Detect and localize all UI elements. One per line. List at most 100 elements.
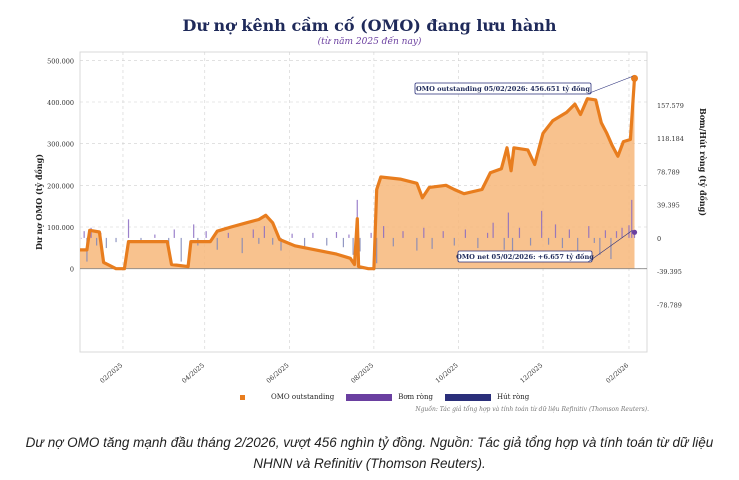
y-tick-label: 100.000 [47, 224, 74, 232]
net-flow-bar [402, 231, 404, 238]
net-flow-bar [547, 237, 550, 245]
net-flow-bar [326, 237, 328, 246]
annotation-omo-leader [586, 76, 633, 95]
chart-legend: OMO outstanding Bơm ròng Hút ròng [240, 391, 541, 403]
net-flow-bar [529, 237, 532, 246]
net-flow-bar [610, 237, 612, 260]
net-flow-bar [180, 237, 182, 262]
net-flow-bar [511, 237, 514, 260]
y-tick-label: 0 [70, 266, 74, 274]
chart-subtitle: (từ năm 2025 đến nay) [317, 37, 422, 47]
y2-tick-label: -39.395 [657, 268, 682, 276]
net-flow-bar [492, 222, 494, 238]
legend-label-bom: Bơm ròng [398, 393, 433, 401]
net-flow-bar [383, 226, 385, 238]
y2-tick-label: 39.395 [657, 202, 680, 210]
net-flow-bar [507, 212, 509, 238]
net-flow-bar [227, 232, 229, 238]
net-flow-bar [359, 237, 361, 252]
x-tick-label: 06/2025 [265, 361, 291, 384]
net-flow-bar [593, 237, 595, 243]
legend-label-omo: OMO outstanding [271, 393, 335, 401]
annotation-omo-text: OMO outstanding 05/02/2026: 456.651 tỷ đ… [416, 84, 590, 93]
net-flow-bar [127, 219, 130, 238]
net-flow-bar [154, 234, 156, 238]
annotation-net-leader [587, 230, 633, 263]
y-tick-label: 300.000 [47, 141, 74, 149]
net-flow-bar [604, 230, 607, 238]
net-flow-bar [588, 226, 590, 238]
y2-tick-label: 118.184 [657, 135, 684, 143]
net-flow-bar [416, 237, 418, 251]
net-flow-bar [376, 237, 378, 264]
net-flow-bar [464, 229, 466, 238]
net-flow-bar [173, 229, 175, 238]
figure-caption: Dư nợ OMO tăng mạnh đầu tháng 2/2026, vư… [25, 435, 714, 471]
net-flow-bar [280, 237, 282, 251]
net-flow-bar [633, 232, 636, 238]
legend-label-hut: Hút ròng [496, 393, 530, 401]
omo-chart: 0 100.000 200.000 300.000 400.000 500.000 -78.… [34, 51, 708, 385]
net-flow-bar [105, 237, 107, 249]
net-flow-bar [518, 227, 521, 238]
chart-title: Dư nợ kênh cầm cố (OMO) đang lưu hành [182, 16, 557, 35]
x-tick-label: 10/2025 [434, 361, 460, 384]
net-last-point [631, 229, 638, 235]
net-flow-bar [392, 237, 394, 247]
x-tick-label: 02/2025 [98, 361, 124, 384]
net-flow-bar [453, 237, 455, 246]
net-flow-bar [599, 237, 601, 255]
omo-line [80, 78, 637, 271]
legend-swatch-omo [240, 394, 245, 400]
x-tick-label: 08/2025 [349, 361, 375, 384]
net-flow-bar [291, 233, 293, 238]
net-flow-bar [193, 224, 195, 238]
net-flow-bar [252, 229, 254, 238]
omo-area [80, 78, 635, 269]
annotation-omo-box [414, 82, 592, 95]
net-flow-bar [335, 232, 338, 238]
net-flow-bar [303, 237, 306, 247]
net-flow-bar [631, 199, 633, 238]
net-flow-bar [486, 232, 489, 238]
net-flow-bar [83, 231, 85, 238]
net-flow-bar [272, 237, 274, 245]
net-flow-bar [241, 237, 243, 254]
net-flow-bar [342, 237, 344, 248]
y-tick-label: 500.000 [47, 57, 74, 65]
plot-frame [79, 51, 648, 353]
net-flow-bar [577, 237, 579, 254]
net-flow-bar [370, 232, 372, 238]
y-axis-title: Dư nợ OMO (tỷ đồng) [34, 154, 44, 250]
net-flow-bar [621, 227, 623, 238]
legend-swatch-hut [444, 393, 491, 401]
net-flow-bar [554, 224, 557, 238]
net-flow-bar [352, 237, 354, 255]
x-tick-label: 12/2025 [518, 361, 544, 384]
net-flow-bar [628, 225, 630, 238]
net-flow-bar [312, 232, 314, 238]
y2-tick-label: 157.579 [657, 102, 684, 110]
net-flow-bar [442, 231, 444, 238]
net-flow-bar [80, 237, 82, 239]
legend-swatch-bom [346, 393, 393, 401]
annotation-net-text: OMO net 05/02/2026: +6.657 tỷ đồng [456, 252, 594, 261]
x-tick-label: 02/2026 [604, 361, 630, 384]
y2-tick-label: 0 [657, 235, 661, 243]
net-flow-bar [561, 237, 564, 249]
y2-axis-title: Bơm/Hút ròng (tỷ đồng) [698, 108, 708, 216]
net-flow-bar [423, 227, 425, 238]
y2-tick-label: -78.789 [657, 301, 682, 309]
net-flow-bar [568, 229, 570, 238]
net-flow-bar [431, 237, 433, 249]
x-tick-label: 04/2025 [180, 361, 206, 384]
source-note: Nguồn: Tác giả tổng hợp và tính toán từ … [415, 406, 649, 413]
y2-tick-label: 78.789 [657, 168, 680, 176]
y-tick-label: 200.000 [47, 182, 74, 190]
omo-last-point [631, 74, 639, 82]
net-flow-bar [503, 237, 505, 250]
net-flow-bar [477, 237, 479, 249]
y-tick-label: 400.000 [47, 99, 74, 107]
net-flow-bar [258, 237, 260, 244]
net-flow-bar [541, 210, 543, 238]
